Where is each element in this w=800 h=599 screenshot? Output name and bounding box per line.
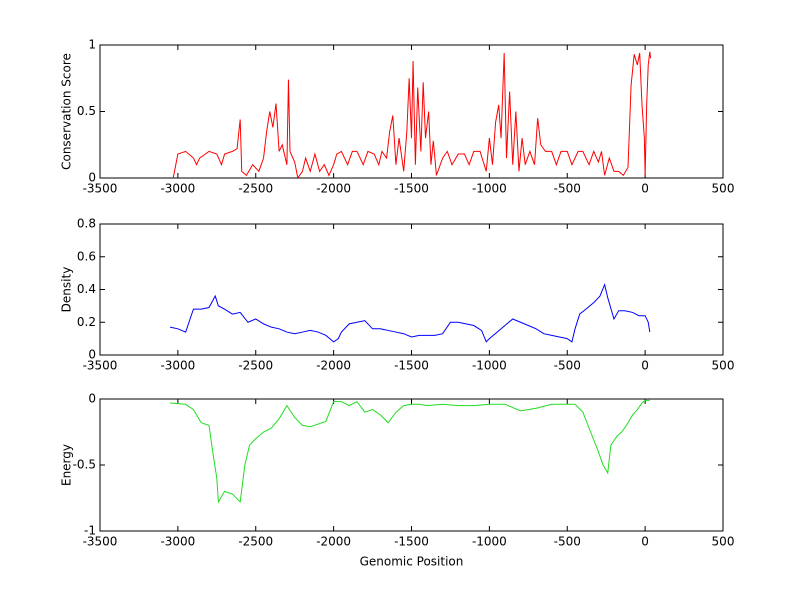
x-tick-label: -1000 (472, 535, 507, 549)
y-tick-label: -1 (84, 524, 96, 538)
x-tick-label: 500 (712, 535, 735, 549)
x-tick-label: -1000 (472, 359, 507, 373)
x-tick-label: -2000 (316, 359, 351, 373)
x-tick-label: -2500 (238, 359, 273, 373)
y-tick-label: 0.8 (77, 217, 96, 231)
x-tick-label: 0 (641, 535, 649, 549)
y-tick-label: 0.4 (77, 282, 96, 296)
x-tick-label: 0 (641, 359, 649, 373)
data-line (170, 399, 650, 504)
x-tick-label: -1500 (394, 535, 429, 549)
y-tick-label: 0.2 (77, 315, 96, 329)
x-tick-label: -2000 (316, 535, 351, 549)
x-tick-label: -3000 (160, 359, 195, 373)
x-tick-label: 500 (712, 182, 735, 196)
x-tick-label: -500 (554, 182, 581, 196)
x-tick-label: -3000 (160, 182, 195, 196)
data-line (169, 282, 651, 343)
y-tick-label: 0.5 (77, 104, 96, 118)
x-tick-label: -1500 (394, 182, 429, 196)
y-tick-label: -0.5 (73, 458, 96, 472)
data-line (172, 51, 652, 180)
axes-box (99, 44, 724, 179)
y-tick-label: 1 (88, 38, 96, 52)
axes-box (99, 398, 724, 532)
x-tick-label: 0 (641, 182, 649, 196)
y-tick-label: 0 (88, 392, 96, 406)
x-tick-label: -1500 (394, 359, 429, 373)
y-tick-label: 0 (88, 171, 96, 185)
x-tick-label: -500 (554, 535, 581, 549)
y-axis-label: Density (60, 267, 74, 313)
x-tick-label: -2000 (316, 182, 351, 196)
x-tick-label: -2500 (238, 182, 273, 196)
x-tick-label: -3500 (83, 182, 118, 196)
x-tick-label: -3000 (160, 535, 195, 549)
y-axis-label: Conservation Score (60, 53, 74, 170)
axes-box (99, 223, 724, 356)
y-tick-label: 0.6 (77, 249, 96, 263)
x-tick-label: -1000 (472, 182, 507, 196)
x-tick-label: -3500 (83, 535, 118, 549)
y-tick-label: 0 (88, 348, 96, 362)
y-axis-label: Energy (60, 444, 74, 486)
x-tick-label: 500 (712, 359, 735, 373)
x-tick-label: -2500 (238, 535, 273, 549)
x-tick-label: -500 (554, 359, 581, 373)
x-tick-label: -3500 (83, 359, 118, 373)
x-axis-label: Genomic Position (360, 555, 464, 569)
